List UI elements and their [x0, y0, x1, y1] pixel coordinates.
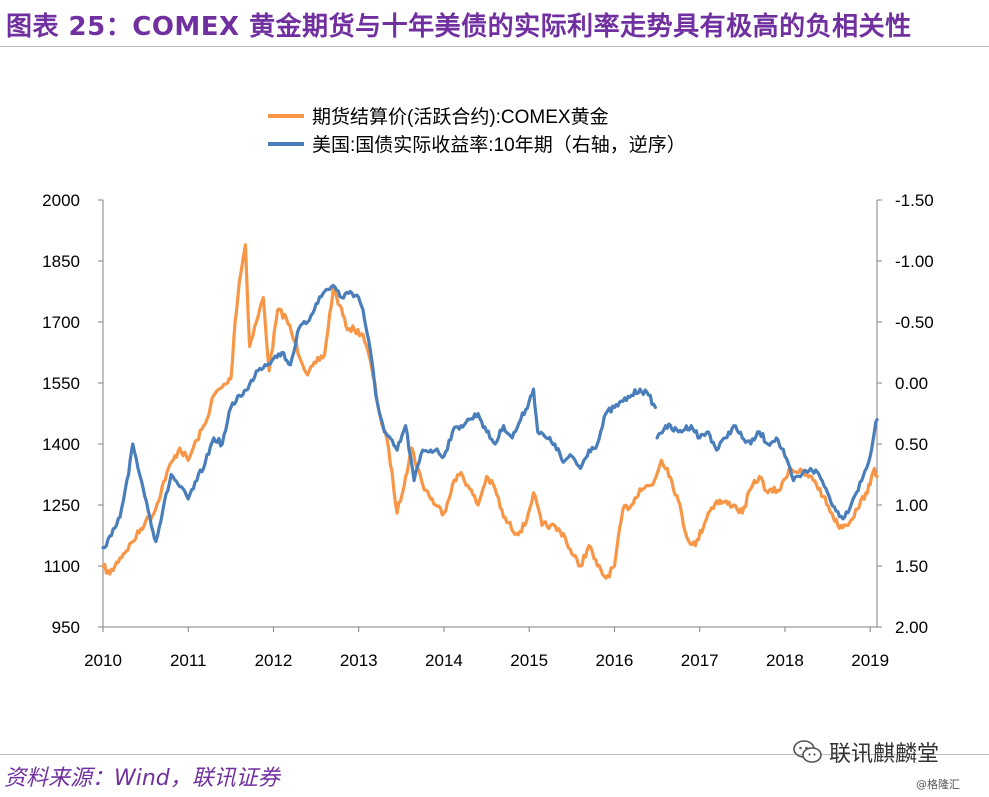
series-line-real-yield-1 — [101, 283, 657, 550]
chart-series — [101, 243, 879, 580]
left-tick-label: 1550 — [42, 374, 80, 393]
series-line-gold — [101, 243, 879, 580]
x-tick-label: 2019 — [851, 651, 889, 670]
left-tick-label: 1400 — [42, 435, 80, 454]
x-tick-label: 2015 — [510, 651, 548, 670]
series-line-real-yield-2 — [655, 418, 879, 521]
left-tick-label: 1250 — [42, 496, 80, 515]
figure-title: 图表 25：COMEX 黄金期货与十年美债的实际利率走势具有极高的负相关性 — [6, 12, 912, 42]
chart-axes: 950 1100 1250 1400 1550 1700 1850 2000 -1.50 -1.0… — [42, 191, 934, 670]
source-divider — [0, 754, 989, 755]
right-tick-label: -1.00 — [895, 252, 934, 271]
chart-legend: 期货结算价(活跃合约):COMEX黄金美国:国债实际收益率:10年期（右轴，逆序… — [268, 106, 686, 156]
x-tick-label: 2011 — [170, 651, 207, 670]
legend-label: 期货结算价(活跃合约):COMEX黄金 — [312, 106, 609, 128]
right-tick-label: 0.00 — [895, 374, 928, 393]
left-tick-label: 1700 — [42, 313, 80, 332]
right-tick-label: 2.00 — [895, 618, 928, 637]
right-tick-label: -1.50 — [895, 191, 934, 210]
x-tick-label: 2012 — [255, 651, 293, 670]
left-tick-label: 1850 — [42, 252, 80, 271]
legend-label: 美国:国债实际收益率:10年期（右轴，逆序） — [312, 134, 686, 156]
x-tick-label: 2016 — [596, 651, 634, 670]
left-tick-label: 950 — [52, 618, 80, 637]
x-tick-label: 2018 — [766, 651, 804, 670]
wechat-account-name: 联讯麒麟堂 — [829, 742, 940, 767]
right-tick-label: 1.50 — [895, 557, 928, 576]
left-tick-label: 1100 — [43, 557, 80, 576]
title-divider — [0, 46, 989, 47]
left-tick-label: 2000 — [42, 191, 80, 210]
right-tick-label: -0.50 — [895, 313, 934, 332]
x-tick-label: 2014 — [425, 651, 463, 670]
wechat-badge: 联讯麒麟堂 — [793, 736, 939, 768]
right-tick-label: 0.50 — [895, 435, 928, 454]
chart: 期货结算价(活跃合约):COMEX黄金美国:国债实际收益率:10年期（右轴，逆序… — [42, 106, 934, 670]
right-tick-label: 1.00 — [895, 496, 928, 515]
watermark: @格隆汇 — [916, 778, 960, 791]
x-tick-label: 2013 — [340, 651, 378, 670]
x-tick-label: 2017 — [681, 651, 719, 670]
wechat-icon — [793, 740, 822, 763]
source-note: 资料来源：Wind，联讯证券 — [4, 766, 280, 791]
x-tick-label: 2010 — [84, 651, 122, 670]
